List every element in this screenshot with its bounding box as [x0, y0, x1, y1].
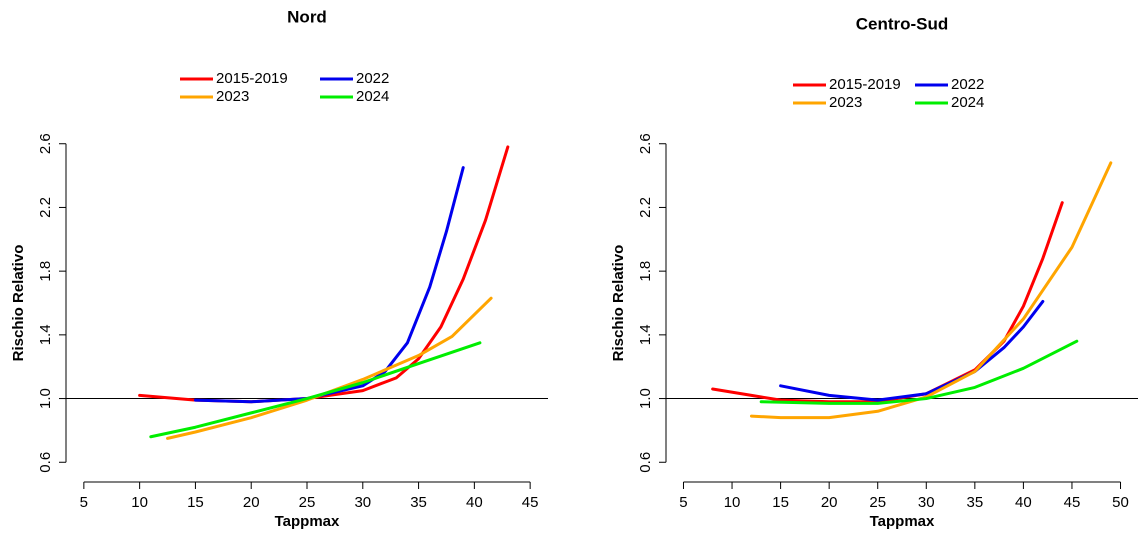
y-tick-label: 2.6	[637, 133, 654, 154]
y-tick-label: 1.8	[37, 261, 54, 282]
x-tick-label: 25	[299, 494, 316, 511]
series-line	[711, 201, 1064, 404]
x-tick-label: 15	[187, 494, 204, 511]
x-tick-label: 40	[1015, 494, 1032, 511]
x-tick-label: 50	[1112, 494, 1129, 511]
y-axis-label: Rischio Relativo	[610, 245, 627, 362]
legend-label: 2015-2019	[216, 70, 288, 87]
x-tick-label: 10	[724, 494, 741, 511]
y-axis-label: Rischio Relativo	[10, 245, 27, 362]
x-tick-label: 45	[1064, 494, 1081, 511]
y-tick-label: 1.4	[637, 324, 654, 345]
series-line	[759, 339, 1079, 405]
x-tick-label: 5	[80, 494, 88, 511]
y-tick-label: 1.8	[637, 261, 654, 282]
x-tick-label: 35	[410, 494, 427, 511]
x-axis-label: Tappmax	[870, 513, 935, 530]
y-tick-label: 2.6	[37, 133, 54, 154]
series-line	[166, 296, 493, 440]
legend-label: 2024	[951, 94, 984, 111]
series-line	[138, 145, 510, 404]
x-tick-label: 20	[243, 494, 260, 511]
series-line	[749, 161, 1113, 420]
x-tick-label: 35	[966, 494, 983, 511]
x-tick-label: 15	[772, 494, 789, 511]
chart-title: Centro-Sud	[856, 14, 949, 33]
y-tick-label: 2.2	[37, 197, 54, 218]
x-tick-label: 20	[821, 494, 838, 511]
x-tick-label: 30	[918, 494, 935, 511]
legend-label: 2015-2019	[829, 76, 901, 93]
y-tick-label: 1.0	[37, 388, 54, 409]
legend-label: 2023	[216, 88, 249, 105]
y-tick-label: 1.0	[637, 388, 654, 409]
x-tick-label: 40	[466, 494, 483, 511]
legend-label: 2024	[356, 88, 389, 105]
legend-label: 2023	[829, 94, 862, 111]
x-tick-label: 45	[522, 494, 539, 511]
y-tick-label: 1.4	[37, 324, 54, 345]
series-line	[149, 341, 482, 439]
y-tick-label: 0.6	[637, 452, 654, 473]
y-tick-label: 0.6	[37, 452, 54, 473]
x-tick-label: 25	[869, 494, 886, 511]
legend-label: 2022	[951, 76, 984, 93]
chart-title: Nord	[287, 7, 327, 26]
series-line	[779, 299, 1045, 402]
x-tick-label: 5	[679, 494, 687, 511]
x-tick-label: 10	[131, 494, 148, 511]
y-tick-label: 2.2	[637, 197, 654, 218]
x-tick-label: 30	[354, 494, 371, 511]
series-line	[193, 166, 465, 404]
legend-label: 2022	[356, 70, 389, 87]
x-axis-label: Tappmax	[275, 513, 340, 530]
